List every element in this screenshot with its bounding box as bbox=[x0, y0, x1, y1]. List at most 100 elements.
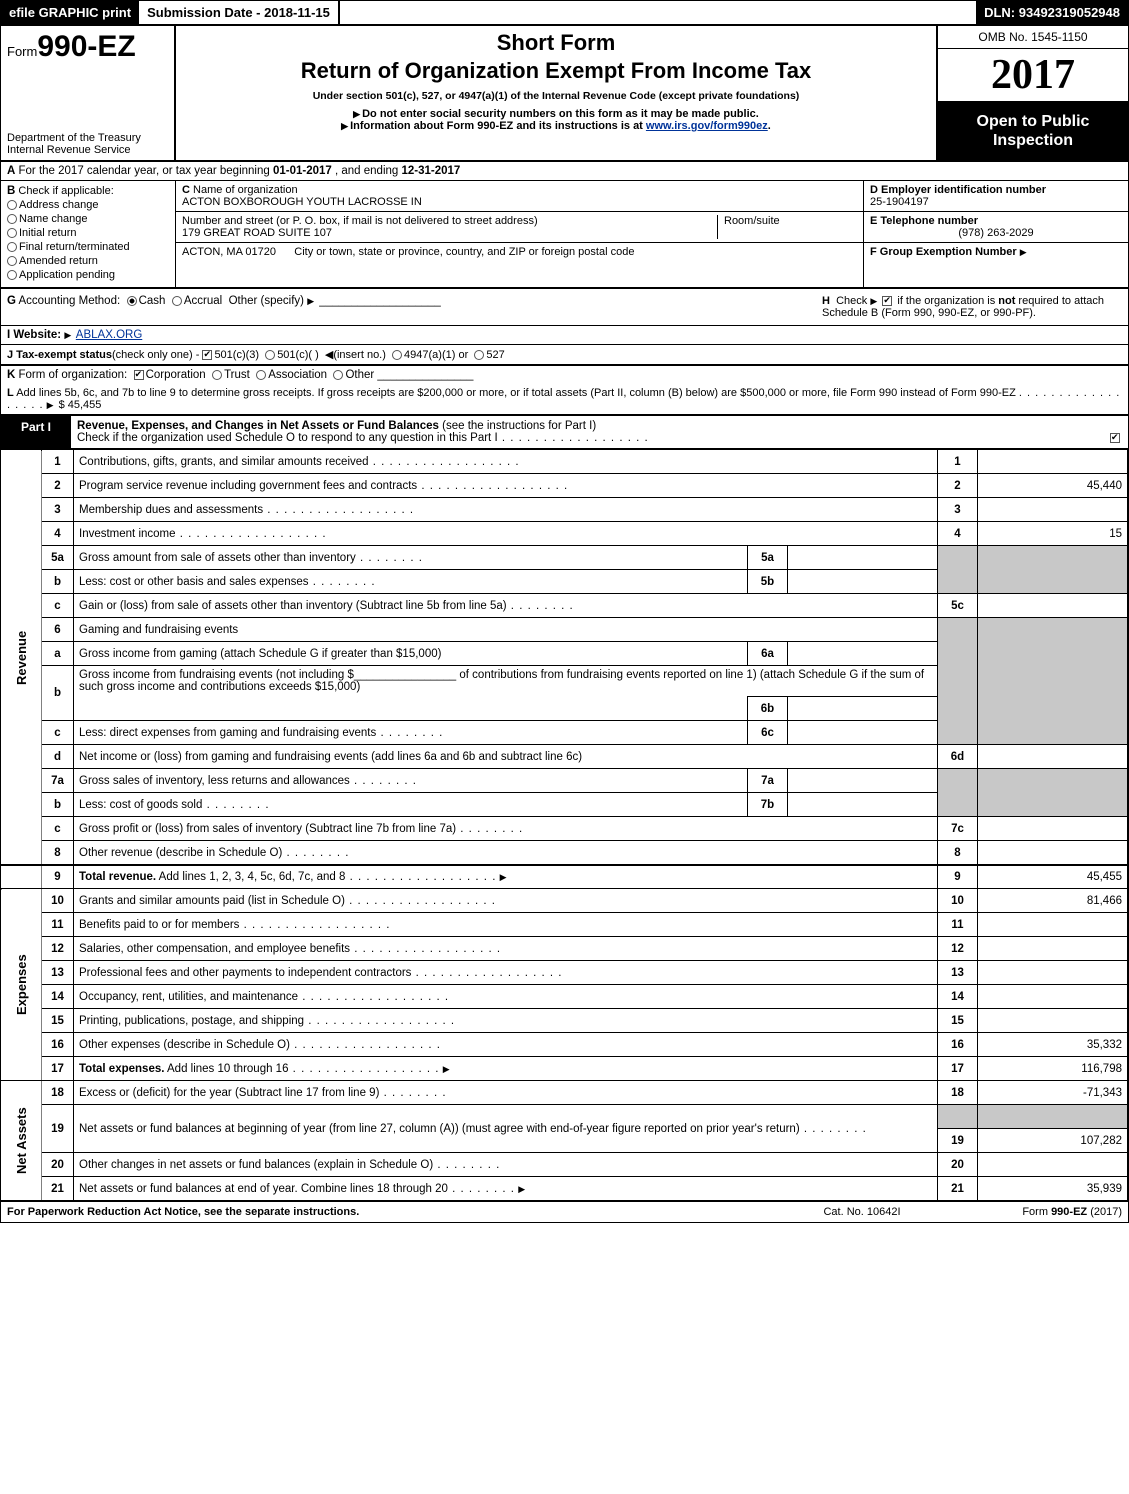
label-c: C bbox=[182, 184, 190, 196]
val-5a bbox=[788, 546, 938, 570]
i-arrow-icon bbox=[64, 329, 73, 341]
rowa-begin: 01-01-2017 bbox=[273, 165, 332, 177]
label-h: H bbox=[822, 295, 830, 307]
line-6: 6 Gaming and fundraising events bbox=[1, 618, 1128, 642]
val-2: 45,440 bbox=[978, 474, 1128, 498]
val-19: 107,282 bbox=[978, 1129, 1128, 1153]
part-i-header: Part I Revenue, Expenses, and Changes in… bbox=[1, 416, 1128, 449]
line-3: 3 Membership dues and assessments 3 bbox=[1, 498, 1128, 522]
line-13: 13 Professional fees and other payments … bbox=[1, 961, 1128, 985]
chk-501c3[interactable] bbox=[202, 350, 212, 360]
row-l-gross-receipts: L Add lines 5b, 6c, and 7b to line 9 to … bbox=[1, 384, 1128, 416]
h-arrow-icon bbox=[870, 295, 879, 307]
k-label: K bbox=[7, 369, 15, 381]
rowa-end: 12-31-2017 bbox=[402, 165, 461, 177]
val-16: 35,332 bbox=[978, 1033, 1128, 1057]
val-21: 35,939 bbox=[978, 1177, 1128, 1201]
c-city-value: ACTON, MA 01720 bbox=[182, 246, 276, 258]
chk-amended-return[interactable]: Amended return bbox=[7, 255, 169, 267]
f-arrow-icon bbox=[1020, 246, 1029, 258]
val-12 bbox=[978, 937, 1128, 961]
line-5a: 5a Gross amount from sale of assets othe… bbox=[1, 546, 1128, 570]
e-label: E Telephone number bbox=[870, 215, 978, 227]
tax-year: 2017 bbox=[938, 49, 1128, 102]
val-20 bbox=[978, 1153, 1128, 1177]
line-16: 16 Other expenses (describe in Schedule … bbox=[1, 1033, 1128, 1057]
side-expenses: Expenses bbox=[1, 889, 42, 1081]
val-8 bbox=[978, 841, 1128, 865]
val-7b bbox=[788, 793, 938, 817]
val-3 bbox=[978, 498, 1128, 522]
chk-schedule-o[interactable] bbox=[1110, 433, 1120, 443]
line-5c: c Gain or (loss) from sale of assets oth… bbox=[1, 594, 1128, 618]
chk-4947[interactable] bbox=[392, 350, 402, 360]
chk-name-change[interactable]: Name change bbox=[7, 213, 169, 225]
form-title: Return of Organization Exempt From Incom… bbox=[182, 58, 930, 84]
label-a: A bbox=[7, 165, 15, 177]
val-5c bbox=[978, 594, 1128, 618]
line-10: Expenses 10 Grants and similar amounts p… bbox=[1, 889, 1128, 913]
website-link[interactable]: ABLAX.ORG bbox=[76, 329, 142, 341]
line-14: 14 Occupancy, rent, utilities, and maint… bbox=[1, 985, 1128, 1009]
chk-address-change[interactable]: Address change bbox=[7, 199, 169, 211]
line-2: 2 Program service revenue including gove… bbox=[1, 474, 1128, 498]
chk-h-not-required[interactable] bbox=[882, 296, 892, 306]
chk-final-return[interactable]: Final return/terminated bbox=[7, 241, 169, 253]
form-instructions-link[interactable]: www.irs.gov/form990ez bbox=[646, 120, 768, 132]
form-prefix: Form bbox=[7, 44, 37, 59]
chk-527[interactable] bbox=[474, 350, 484, 360]
col-d-e-f: D Employer identification number 25-1904… bbox=[863, 181, 1128, 287]
l-arrow-icon bbox=[47, 399, 56, 411]
efile-badge: efile GRAPHIC print bbox=[1, 1, 139, 24]
row-i-website: I Website: ABLAX.ORG bbox=[1, 326, 1128, 345]
val-9: 45,455 bbox=[978, 865, 1128, 889]
c-name-value: ACTON BOXBOROUGH YOUTH LACROSSE IN bbox=[182, 196, 422, 208]
c-name-block: C Name of organization ACTON BOXBOROUGH … bbox=[176, 181, 863, 212]
val-6c bbox=[788, 721, 938, 745]
dln-value: 93492319052948 bbox=[1019, 5, 1120, 20]
chk-corp[interactable] bbox=[134, 370, 144, 380]
chk-application-pending[interactable]: Application pending bbox=[7, 269, 169, 281]
part-i-sub: Check if the organization used Schedule … bbox=[77, 432, 498, 444]
chk-other[interactable] bbox=[333, 370, 343, 380]
val-6d bbox=[978, 745, 1128, 769]
submission-date-label: Submission Date - bbox=[147, 5, 264, 20]
top-bar: efile GRAPHIC print Submission Date - 20… bbox=[1, 1, 1128, 26]
i-label: I Website: bbox=[7, 329, 61, 341]
chk-assoc[interactable] bbox=[256, 370, 266, 380]
c-room-label: Room/suite bbox=[717, 215, 857, 239]
chk-initial-return[interactable]: Initial return bbox=[7, 227, 169, 239]
line-18: Net Assets 18 Excess or (deficit) for th… bbox=[1, 1081, 1128, 1105]
omb-number: OMB No. 1545-1150 bbox=[938, 26, 1128, 49]
radio-accrual[interactable] bbox=[172, 296, 182, 306]
shade-5 bbox=[938, 546, 978, 594]
open-to-public: Open to Public Inspection bbox=[938, 102, 1128, 160]
form-number: Form990-EZ bbox=[7, 30, 168, 64]
col-c: C Name of organization ACTON BOXBOROUGH … bbox=[176, 181, 863, 287]
open-line2: Inspection bbox=[993, 132, 1073, 149]
submission-date-value: 2018-11-15 bbox=[264, 5, 330, 20]
header-left: Form990-EZ Department of the Treasury In… bbox=[1, 26, 176, 160]
radio-cash[interactable] bbox=[127, 296, 137, 306]
chk-501c[interactable] bbox=[265, 350, 275, 360]
chk-trust[interactable] bbox=[212, 370, 222, 380]
form-note1: Do not enter social security numbers on … bbox=[182, 108, 930, 120]
dln-label: DLN: bbox=[984, 5, 1019, 20]
side-netassets: Net Assets bbox=[1, 1081, 42, 1201]
val-17: 116,798 bbox=[978, 1057, 1128, 1081]
line-7c: c Gross profit or (loss) from sales of i… bbox=[1, 817, 1128, 841]
row-k-form-of-org: K Form of organization: Corporation Trus… bbox=[1, 366, 1128, 384]
g-block: G Accounting Method: Cash Accrual Other … bbox=[7, 295, 822, 319]
g-other-arrow-icon bbox=[307, 295, 316, 307]
val-5b bbox=[788, 570, 938, 594]
form-note2: Information about Form 990-EZ and its in… bbox=[182, 120, 930, 132]
form-number-value: 990-EZ bbox=[37, 30, 135, 63]
line-6d: d Net income or (loss) from gaming and f… bbox=[1, 745, 1128, 769]
l-label: L bbox=[7, 387, 14, 399]
line-19-text: 19 Net assets or fund balances at beginn… bbox=[1, 1105, 1128, 1129]
shade-7 bbox=[938, 769, 978, 817]
j-label: J Tax-exempt status bbox=[7, 349, 112, 361]
val-15 bbox=[978, 1009, 1128, 1033]
val-7c bbox=[978, 817, 1128, 841]
arrow-17-icon bbox=[443, 1063, 452, 1075]
